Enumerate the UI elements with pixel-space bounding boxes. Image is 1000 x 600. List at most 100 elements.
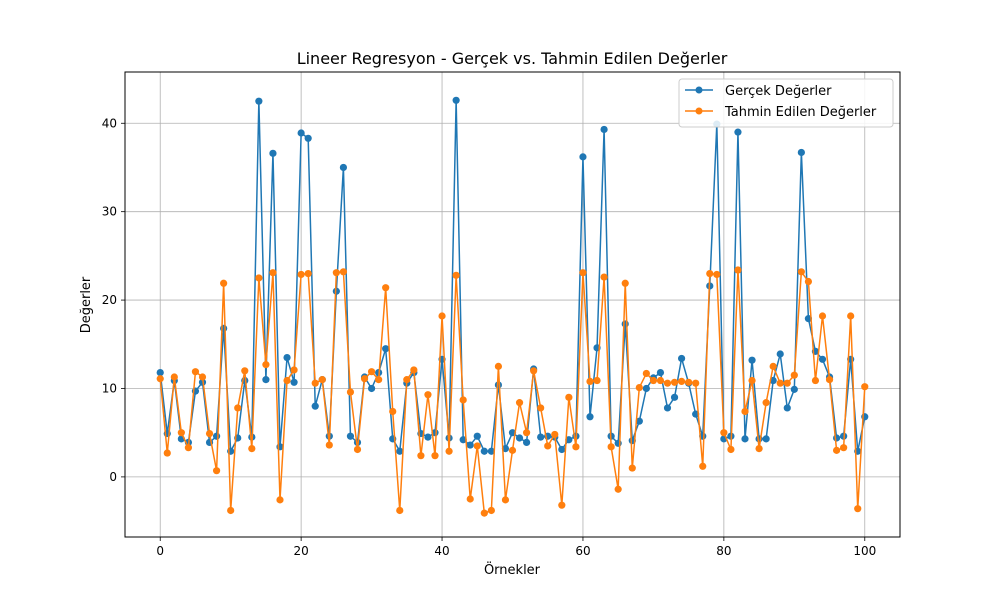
data-point xyxy=(818,355,827,363)
data-point xyxy=(318,376,326,384)
data-point xyxy=(663,379,672,387)
data-point xyxy=(515,434,524,442)
data-point xyxy=(459,396,467,404)
data-point xyxy=(537,404,545,412)
legend-label-actual: Gerçek Değerler xyxy=(725,84,832,99)
data-point xyxy=(558,501,566,509)
data-point xyxy=(706,269,714,278)
data-point xyxy=(501,496,510,504)
data-point xyxy=(720,429,728,437)
data-point xyxy=(156,375,164,383)
data-point xyxy=(762,435,770,443)
data-point xyxy=(508,446,517,454)
data-point xyxy=(480,447,488,455)
data-point xyxy=(332,269,340,277)
data-point xyxy=(600,125,608,134)
data-point xyxy=(255,97,263,105)
data-point xyxy=(741,435,749,443)
data-point xyxy=(452,96,460,104)
data-point xyxy=(156,368,164,377)
series-predicted xyxy=(156,266,869,517)
data-point xyxy=(255,274,263,282)
data-point xyxy=(389,407,397,416)
data-point xyxy=(459,436,467,444)
data-point xyxy=(262,376,270,384)
data-point xyxy=(663,404,672,412)
data-point xyxy=(304,269,312,278)
data-point xyxy=(642,384,650,393)
data-point xyxy=(522,429,531,437)
data-point xyxy=(290,378,298,386)
data-point xyxy=(177,429,185,437)
y-tick-label: 0 xyxy=(109,470,117,484)
data-point xyxy=(220,279,228,287)
data-point xyxy=(607,443,615,451)
data-point xyxy=(565,436,573,444)
data-point xyxy=(586,413,594,421)
data-point xyxy=(234,404,242,412)
data-point xyxy=(494,381,503,389)
axis-ticks: 0 20 40 60 80 100 0 10 20 30 40 xyxy=(102,116,877,558)
data-point xyxy=(269,269,277,277)
data-point xyxy=(579,153,587,161)
y-axis-label: Değerler xyxy=(79,276,94,333)
data-point xyxy=(762,399,770,407)
data-point xyxy=(748,376,756,385)
data-point xyxy=(656,368,665,377)
data-point xyxy=(501,445,510,453)
data-point xyxy=(797,148,805,157)
data-point xyxy=(776,350,784,358)
series-layer xyxy=(156,96,869,517)
data-point xyxy=(346,388,355,396)
data-point xyxy=(522,438,531,447)
data-point xyxy=(473,432,481,440)
data-point xyxy=(212,432,221,440)
data-point xyxy=(642,369,650,378)
data-point xyxy=(558,445,566,454)
data-point xyxy=(797,268,805,276)
data-point xyxy=(494,362,503,370)
data-point xyxy=(325,441,333,449)
data-point xyxy=(367,384,376,393)
data-point xyxy=(283,376,291,385)
data-point xyxy=(227,506,235,515)
data-point xyxy=(530,367,538,375)
data-point xyxy=(621,320,629,328)
data-point xyxy=(290,366,298,374)
data-point xyxy=(297,270,305,279)
x-tick-label: 20 xyxy=(293,544,308,558)
data-point xyxy=(579,269,587,277)
legend-label-predicted: Tahmin Edilen Değerler xyxy=(724,105,877,120)
data-point xyxy=(170,373,178,381)
data-point xyxy=(445,447,453,455)
data-point xyxy=(339,268,348,276)
data-point xyxy=(677,377,686,386)
data-point xyxy=(832,434,841,442)
data-point xyxy=(699,462,707,470)
data-point xyxy=(382,345,390,353)
data-point xyxy=(825,376,834,384)
data-point xyxy=(311,379,319,387)
x-tick-label: 40 xyxy=(434,544,449,558)
y-tick-label: 30 xyxy=(102,205,117,219)
data-point xyxy=(804,277,813,286)
legend: Gerçek Değerler Tahmin Edilen Değerler xyxy=(678,78,894,128)
data-point xyxy=(840,444,848,452)
data-point xyxy=(403,376,411,384)
data-point xyxy=(790,385,798,393)
data-point xyxy=(854,505,862,513)
data-point xyxy=(692,379,700,387)
data-point xyxy=(198,373,207,381)
data-point xyxy=(635,417,643,425)
data-point xyxy=(205,429,214,438)
data-point xyxy=(283,353,291,362)
data-point xyxy=(565,393,573,401)
y-tick-label: 10 xyxy=(102,381,117,395)
x-tick-label: 80 xyxy=(716,544,731,558)
data-point xyxy=(614,439,622,447)
data-point xyxy=(466,495,474,503)
data-point xyxy=(551,430,559,439)
data-point xyxy=(586,377,594,386)
data-point xyxy=(614,485,622,493)
data-point xyxy=(473,442,481,450)
